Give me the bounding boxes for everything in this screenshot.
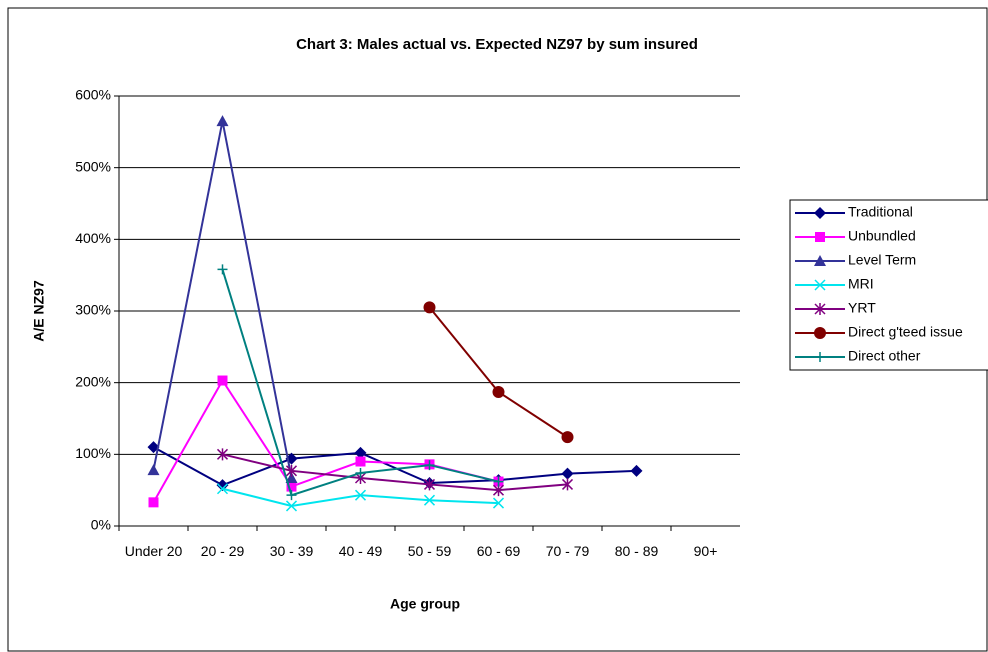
marker (216, 448, 229, 461)
y-axis-label: A/E NZ97 (31, 280, 47, 342)
marker (285, 471, 298, 483)
legend-label: Level Term (848, 252, 916, 268)
marker (815, 352, 825, 362)
marker (815, 232, 825, 242)
marker (147, 464, 160, 476)
x-tick-label: 80 - 89 (614, 543, 659, 559)
marker (814, 327, 826, 339)
x-tick-label: 40 - 49 (338, 543, 383, 559)
marker (424, 460, 435, 471)
x-tick-label: Under 20 (124, 543, 183, 559)
x-tick-label: 60 - 69 (476, 543, 521, 559)
series-line (153, 446, 637, 487)
x-tick-label: 50 - 59 (407, 543, 452, 559)
marker (217, 264, 228, 275)
x-tick-label: 30 - 39 (269, 543, 314, 559)
marker (814, 207, 826, 219)
chart-title: Chart 3: Males actual vs. Expected NZ97 … (296, 36, 698, 53)
marker (355, 456, 366, 467)
marker (354, 489, 367, 501)
marker (355, 467, 366, 478)
y-tick-label: 200% (75, 373, 111, 389)
marker (148, 497, 159, 508)
y-tick-label: 300% (75, 302, 111, 318)
legend-label: MRI (848, 276, 874, 292)
marker (286, 490, 297, 501)
y-tick-label: 600% (75, 87, 111, 103)
x-tick-label: 20 - 29 (200, 543, 245, 559)
marker (814, 255, 826, 266)
marker (423, 478, 436, 491)
legend-label: Unbundled (848, 228, 916, 244)
y-tick-label: 500% (75, 158, 111, 174)
marker (814, 303, 826, 315)
marker (216, 483, 229, 495)
marker (561, 478, 574, 491)
marker (423, 301, 436, 314)
marker (217, 375, 228, 386)
y-tick-label: 400% (75, 230, 111, 246)
marker (423, 494, 436, 506)
legend-label: Direct other (848, 348, 921, 364)
marker (216, 115, 229, 127)
series-line (222, 453, 568, 492)
marker (492, 497, 505, 509)
legend-label: Traditional (848, 204, 913, 220)
x-tick-label: 90+ (693, 543, 718, 559)
x-tick-label: 70 - 79 (545, 543, 590, 559)
marker (492, 385, 505, 398)
legend-label: Direct g'teed issue (848, 324, 963, 340)
x-axis-label: Age group (390, 596, 460, 612)
y-tick-label: 100% (75, 445, 111, 461)
marker (561, 467, 574, 480)
marker (493, 476, 504, 487)
legend-label: YRT (848, 300, 876, 316)
y-tick-label: 0% (91, 517, 111, 533)
marker (814, 279, 826, 291)
marker (286, 481, 297, 492)
marker (561, 431, 574, 444)
marker (354, 446, 367, 459)
marker (630, 464, 643, 477)
marker (285, 464, 298, 477)
series-line (222, 487, 499, 507)
marker (216, 479, 229, 492)
marker (285, 500, 298, 512)
series-line (428, 306, 569, 438)
